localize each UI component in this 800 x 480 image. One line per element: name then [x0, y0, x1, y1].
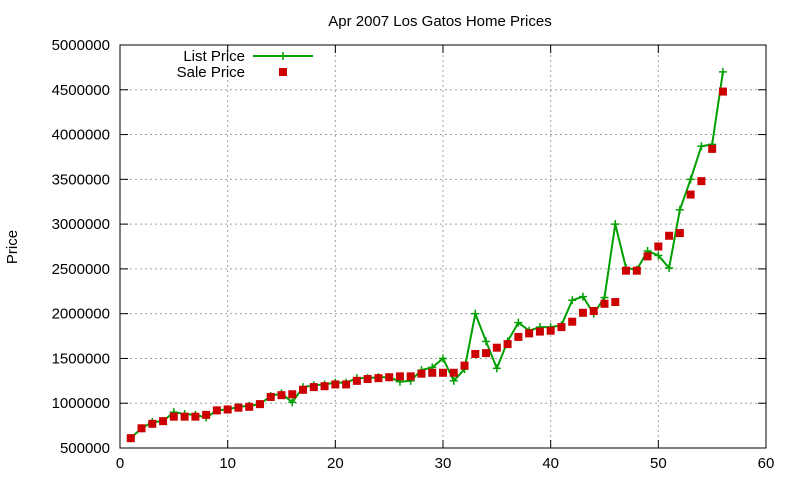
x-tick-label: 50: [650, 455, 667, 472]
x-tick-label: 0: [116, 455, 124, 472]
y-tick-label: 2000000: [52, 306, 110, 323]
sale-price-point: [622, 266, 631, 275]
list-price-point: [439, 354, 447, 363]
sale-price-point: [686, 190, 695, 199]
sale-price-point: [148, 419, 157, 428]
sale-price-point: [557, 323, 566, 332]
sale-price-point: [352, 376, 361, 385]
list-price-point: [611, 220, 620, 229]
x-tick-label: 10: [219, 455, 236, 472]
sale-price-point: [374, 374, 383, 383]
sale-price-point: [299, 385, 308, 394]
sale-price-point: [665, 231, 674, 240]
legend-label-list-price: List Price: [183, 48, 245, 65]
list-price-point: [514, 318, 523, 327]
sale-price-point: [288, 390, 297, 399]
sale-price-point: [342, 380, 351, 389]
sale-price-point: [535, 327, 544, 336]
sale-price-point: [395, 372, 404, 381]
legend-label-sale-price: Sale Price: [177, 64, 245, 81]
sale-price-point: [600, 299, 609, 308]
y-tick-label: 5000000: [52, 37, 110, 54]
sale-price-point: [223, 405, 232, 414]
sale-price-point: [546, 326, 555, 335]
ticks: 0 10 20 30 40 50 60 500000 1000000 1500000 2000000…: [52, 37, 775, 472]
sale-price-point: [578, 308, 587, 317]
sale-price-point: [632, 266, 641, 275]
list-price-point: [665, 263, 674, 272]
y-tick-label: 2500000: [52, 261, 110, 278]
sale-price-point: [417, 369, 426, 378]
sale-price-point: [137, 424, 146, 433]
list-price-point: [675, 205, 684, 214]
list-price-point: [697, 142, 706, 151]
chart-title: Apr 2007 Los Gatos Home Prices: [328, 13, 551, 30]
sale-price-point: [277, 391, 286, 400]
sale-price-point: [611, 298, 620, 307]
sale-price-point: [718, 87, 727, 96]
sale-price-point: [525, 329, 534, 338]
list-price-point: [449, 376, 458, 385]
sale-price-point: [309, 383, 318, 392]
x-tick-label: 60: [758, 455, 775, 472]
sale-price-point: [492, 343, 501, 352]
legend-marker-sale-price: [279, 68, 287, 76]
sale-price-point: [169, 412, 178, 421]
x-tick-label: 30: [435, 455, 452, 472]
y-tick-label: 1000000: [52, 395, 110, 412]
sale-price-point: [202, 410, 211, 419]
list-price-point: [492, 364, 501, 373]
list-price-point: [718, 67, 727, 76]
sale-price-point: [503, 340, 512, 349]
list-price-point: [288, 398, 297, 407]
sale-price-point: [212, 406, 221, 415]
sale-price-point: [482, 349, 491, 358]
list-price-point: [654, 251, 663, 260]
x-tick-label: 20: [327, 455, 344, 472]
y-tick-label: 3500000: [52, 171, 110, 188]
sale-price-point: [675, 229, 684, 238]
sale-price-point: [643, 252, 652, 261]
sale-price-point: [589, 306, 598, 315]
list-price-point: [471, 309, 480, 318]
y-tick-label: 1500000: [52, 350, 110, 367]
sale-price-point: [514, 332, 523, 341]
sale-price-point: [331, 380, 340, 389]
sale-price-point: [245, 402, 254, 411]
sale-price-point: [159, 417, 168, 426]
sale-price-point: [385, 373, 394, 382]
sale-price-point: [460, 361, 469, 370]
sale-price-point: [428, 368, 437, 377]
y-axis-label: Price: [4, 230, 21, 264]
sale-price-point: [449, 368, 458, 377]
x-tick-label: 40: [542, 455, 559, 472]
sale-price-point: [708, 144, 717, 153]
sale-price-point: [439, 368, 447, 377]
sale-price-point: [654, 242, 663, 251]
list-price-point: [482, 337, 491, 346]
sale-price-point: [697, 177, 706, 186]
y-tick-label: 4500000: [52, 82, 110, 99]
y-tick-label: 500000: [60, 440, 110, 457]
sale-price-point: [126, 434, 135, 443]
list-price-point: [686, 175, 695, 184]
y-tick-label: 3000000: [52, 216, 110, 233]
list-price-point: [578, 292, 587, 301]
sale-price-point: [568, 317, 577, 326]
sale-price-point: [180, 412, 189, 421]
sale-price-point: [266, 392, 275, 401]
sale-price-point: [406, 372, 415, 381]
sale-price-point: [320, 382, 329, 391]
sale-price-point: [255, 400, 264, 409]
sale-price-point: [234, 403, 243, 412]
sale-price-point: [363, 375, 372, 384]
sale-price-point: [191, 412, 200, 421]
list-price-point: [568, 296, 577, 305]
series-layer: [126, 67, 727, 443]
y-tick-label: 4000000: [52, 127, 110, 144]
sale-price-point: [471, 349, 480, 358]
